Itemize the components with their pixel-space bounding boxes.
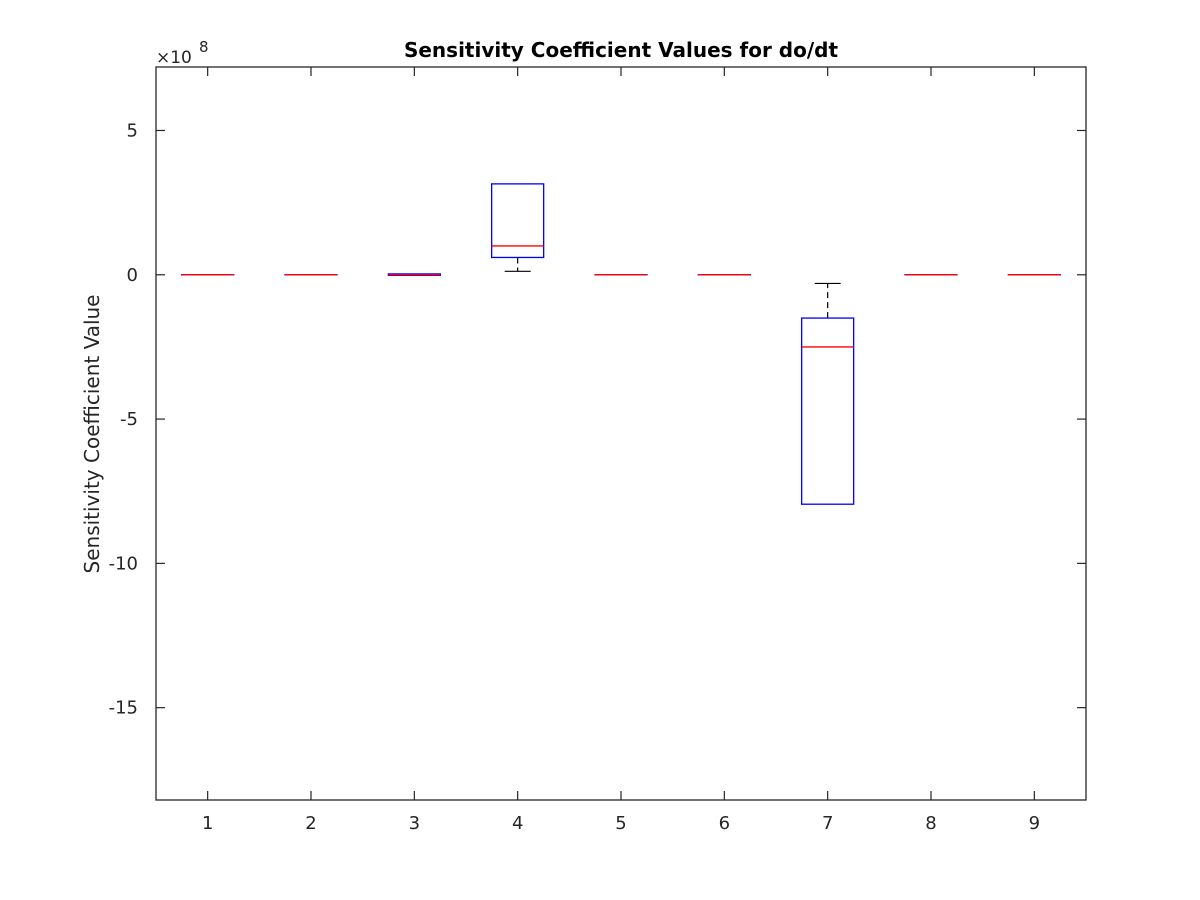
x-tick-label: 1: [202, 813, 213, 834]
x-tick-label: 9: [1029, 813, 1040, 834]
y-exponent-label: ×10 8: [156, 38, 209, 68]
y-tick-label: 5: [127, 120, 138, 141]
x-tick-label: 5: [615, 813, 626, 834]
box-7: [801, 317, 855, 505]
y-tick-label: -10: [109, 553, 138, 574]
x-tick-label: 2: [305, 813, 316, 834]
y-tick-label: -5: [120, 409, 138, 430]
axes-box: [155, 66, 1087, 801]
y-axis-label: Sensitivity Coefficient Value: [80, 295, 104, 574]
chart-title: Sensitivity Coefficient Values for do/dt: [404, 38, 839, 62]
y-exponent-base: ×10: [156, 48, 192, 68]
y-tick-label: 0: [127, 265, 138, 286]
x-tick-label: 4: [512, 813, 523, 834]
box-4: [491, 183, 545, 259]
plot-area: 5 0 -5 -10 -15 1 2 3 4 5 6 7 8 9: [109, 67, 1086, 834]
y-tick-label: -15: [109, 698, 138, 719]
x-tick-label: 7: [822, 813, 833, 834]
x-tick-label: 8: [925, 813, 936, 834]
y-exponent-power: 8: [199, 38, 209, 56]
x-tick-label: 6: [719, 813, 730, 834]
x-tick-label: 3: [409, 813, 420, 834]
